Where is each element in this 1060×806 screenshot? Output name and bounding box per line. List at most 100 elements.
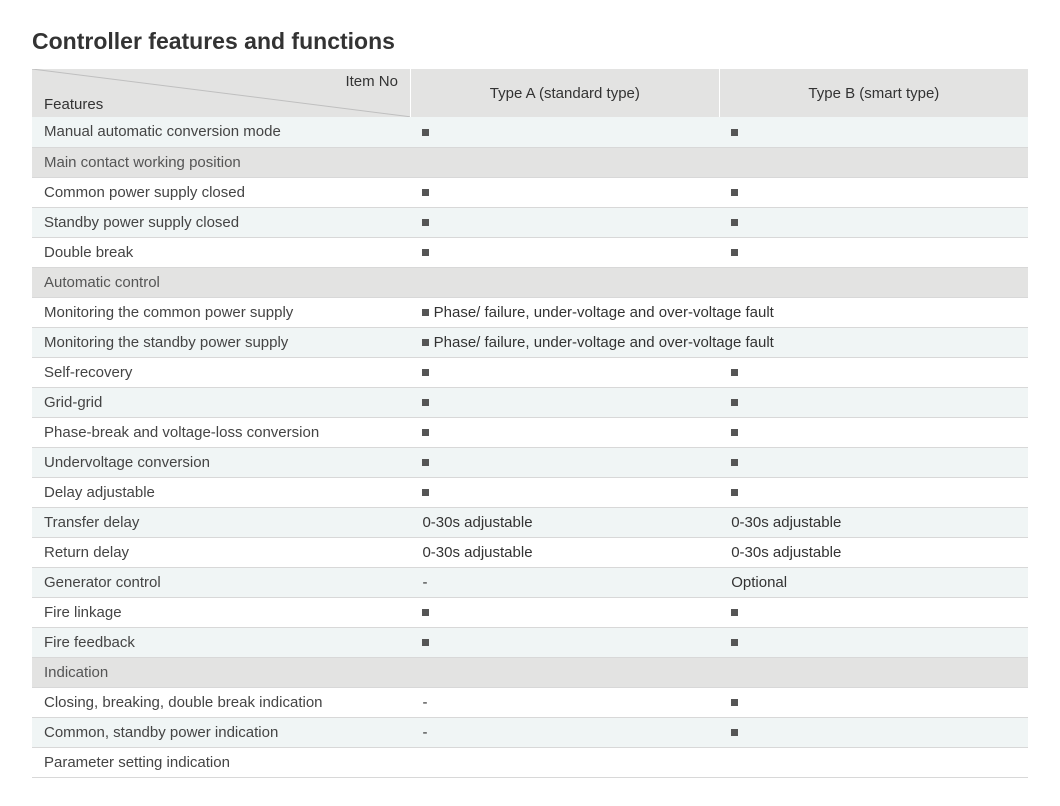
bullet-square-icon bbox=[731, 129, 738, 136]
table-row: Transfer delay0-30s adjustable0-30s adju… bbox=[32, 507, 1028, 537]
header-col-type-a: Type A (standard type) bbox=[410, 69, 719, 117]
bullet-square-icon bbox=[731, 429, 738, 436]
bullet-square-icon bbox=[731, 699, 738, 706]
bullet-square-icon bbox=[731, 399, 738, 406]
bullet-square-icon bbox=[731, 639, 738, 646]
table-row: Delay adjustable bbox=[32, 477, 1028, 507]
type-a-cell bbox=[410, 207, 719, 237]
type-b-cell bbox=[719, 417, 1028, 447]
type-b-cell bbox=[719, 747, 1028, 777]
type-a-cell bbox=[410, 117, 719, 147]
section-row: Automatic control bbox=[32, 267, 1028, 297]
feature-cell: Fire feedback bbox=[32, 627, 410, 657]
bullet-square-icon bbox=[422, 129, 429, 136]
table-row: Return delay0-30s adjustable0-30s adjust… bbox=[32, 537, 1028, 567]
table-row: Double break bbox=[32, 237, 1028, 267]
table-row: Generator control-Optional bbox=[32, 567, 1028, 597]
table-row: Standby power supply closed bbox=[32, 207, 1028, 237]
bullet-square-icon bbox=[731, 489, 738, 496]
page-title: Controller features and functions bbox=[32, 28, 1028, 55]
feature-cell: Common, standby power indication bbox=[32, 717, 410, 747]
header-features-label: Features bbox=[44, 96, 103, 113]
type-b-cell bbox=[719, 207, 1028, 237]
bullet-square-icon bbox=[422, 369, 429, 376]
type-a-cell bbox=[410, 477, 719, 507]
table-row: Fire feedback bbox=[32, 627, 1028, 657]
table-row: Monitoring the standby power supply Phas… bbox=[32, 327, 1028, 357]
bullet-square-icon bbox=[731, 459, 738, 466]
table-row: Common, standby power indication- bbox=[32, 717, 1028, 747]
section-row: Indication bbox=[32, 657, 1028, 687]
table-row: Self-recovery bbox=[32, 357, 1028, 387]
type-a-cell bbox=[410, 387, 719, 417]
feature-cell: Manual automatic conversion mode bbox=[32, 117, 410, 147]
type-b-cell bbox=[719, 597, 1028, 627]
feature-cell: Phase-break and voltage-loss conversion bbox=[32, 417, 410, 447]
type-a-cell: 0-30s adjustable bbox=[410, 537, 719, 567]
feature-cell: Self-recovery bbox=[32, 357, 410, 387]
type-a-cell bbox=[410, 627, 719, 657]
bullet-square-icon bbox=[422, 489, 429, 496]
feature-cell: Common power supply closed bbox=[32, 177, 410, 207]
feature-cell: Generator control bbox=[32, 567, 410, 597]
feature-cell: Monitoring the standby power supply bbox=[32, 327, 410, 357]
feature-cell: Double break bbox=[32, 237, 410, 267]
feature-cell: Parameter setting indication bbox=[32, 747, 410, 777]
type-a-cell: - bbox=[410, 687, 719, 717]
feature-cell: Indication bbox=[32, 657, 410, 687]
type-b-cell bbox=[719, 357, 1028, 387]
section-row: Main contact working position bbox=[32, 147, 1028, 177]
section-spacer bbox=[410, 267, 1028, 297]
type-b-cell bbox=[719, 177, 1028, 207]
table-row: Closing, breaking, double break indicati… bbox=[32, 687, 1028, 717]
type-a-cell bbox=[410, 747, 719, 777]
table-row: Parameter setting indication bbox=[32, 747, 1028, 777]
bullet-square-icon bbox=[422, 459, 429, 466]
bullet-square-icon bbox=[731, 249, 738, 256]
bullet-square-icon bbox=[422, 639, 429, 646]
features-table: Item No Features Type A (standard type) … bbox=[32, 69, 1028, 778]
feature-cell: Delay adjustable bbox=[32, 477, 410, 507]
type-b-cell: 0-30s adjustable bbox=[719, 507, 1028, 537]
bullet-square-icon bbox=[731, 189, 738, 196]
bullet-square-icon bbox=[422, 339, 429, 346]
bullet-square-icon bbox=[422, 609, 429, 616]
type-a-cell: - bbox=[410, 567, 719, 597]
header-col-type-b: Type B (smart type) bbox=[719, 69, 1028, 117]
type-a-cell: - bbox=[410, 717, 719, 747]
type-b-cell bbox=[719, 717, 1028, 747]
header-row: Item No Features Type A (standard type) … bbox=[32, 69, 1028, 117]
section-spacer bbox=[410, 657, 1028, 687]
header-diagonal-cell: Item No Features bbox=[32, 69, 410, 117]
feature-cell: Return delay bbox=[32, 537, 410, 567]
feature-cell: Standby power supply closed bbox=[32, 207, 410, 237]
type-b-cell: 0-30s adjustable bbox=[719, 537, 1028, 567]
feature-cell: Automatic control bbox=[32, 267, 410, 297]
bullet-square-icon bbox=[422, 399, 429, 406]
table-row: Monitoring the common power supply Phase… bbox=[32, 297, 1028, 327]
type-b-cell: Optional bbox=[719, 567, 1028, 597]
feature-cell: Grid-grid bbox=[32, 387, 410, 417]
type-a-cell bbox=[410, 417, 719, 447]
table-row: Undervoltage conversion bbox=[32, 447, 1028, 477]
type-b-cell bbox=[719, 687, 1028, 717]
table-row: Fire linkage bbox=[32, 597, 1028, 627]
merged-cell: Phase/ failure, under-voltage and over-v… bbox=[410, 327, 1028, 357]
table-row: Common power supply closed bbox=[32, 177, 1028, 207]
bullet-square-icon bbox=[422, 309, 429, 316]
table-row: Phase-break and voltage-loss conversion bbox=[32, 417, 1028, 447]
bullet-square-icon bbox=[422, 249, 429, 256]
type-b-cell bbox=[719, 237, 1028, 267]
section-spacer bbox=[410, 147, 1028, 177]
type-b-cell bbox=[719, 117, 1028, 147]
bullet-square-icon bbox=[422, 429, 429, 436]
feature-cell: Main contact working position bbox=[32, 147, 410, 177]
type-b-cell bbox=[719, 477, 1028, 507]
header-item-no-label: Item No bbox=[345, 73, 398, 90]
bullet-square-icon bbox=[731, 729, 738, 736]
bullet-square-icon bbox=[731, 219, 738, 226]
table-body: Manual automatic conversion modeMain con… bbox=[32, 117, 1028, 777]
feature-cell: Fire linkage bbox=[32, 597, 410, 627]
type-b-cell bbox=[719, 447, 1028, 477]
feature-cell: Closing, breaking, double break indicati… bbox=[32, 687, 410, 717]
